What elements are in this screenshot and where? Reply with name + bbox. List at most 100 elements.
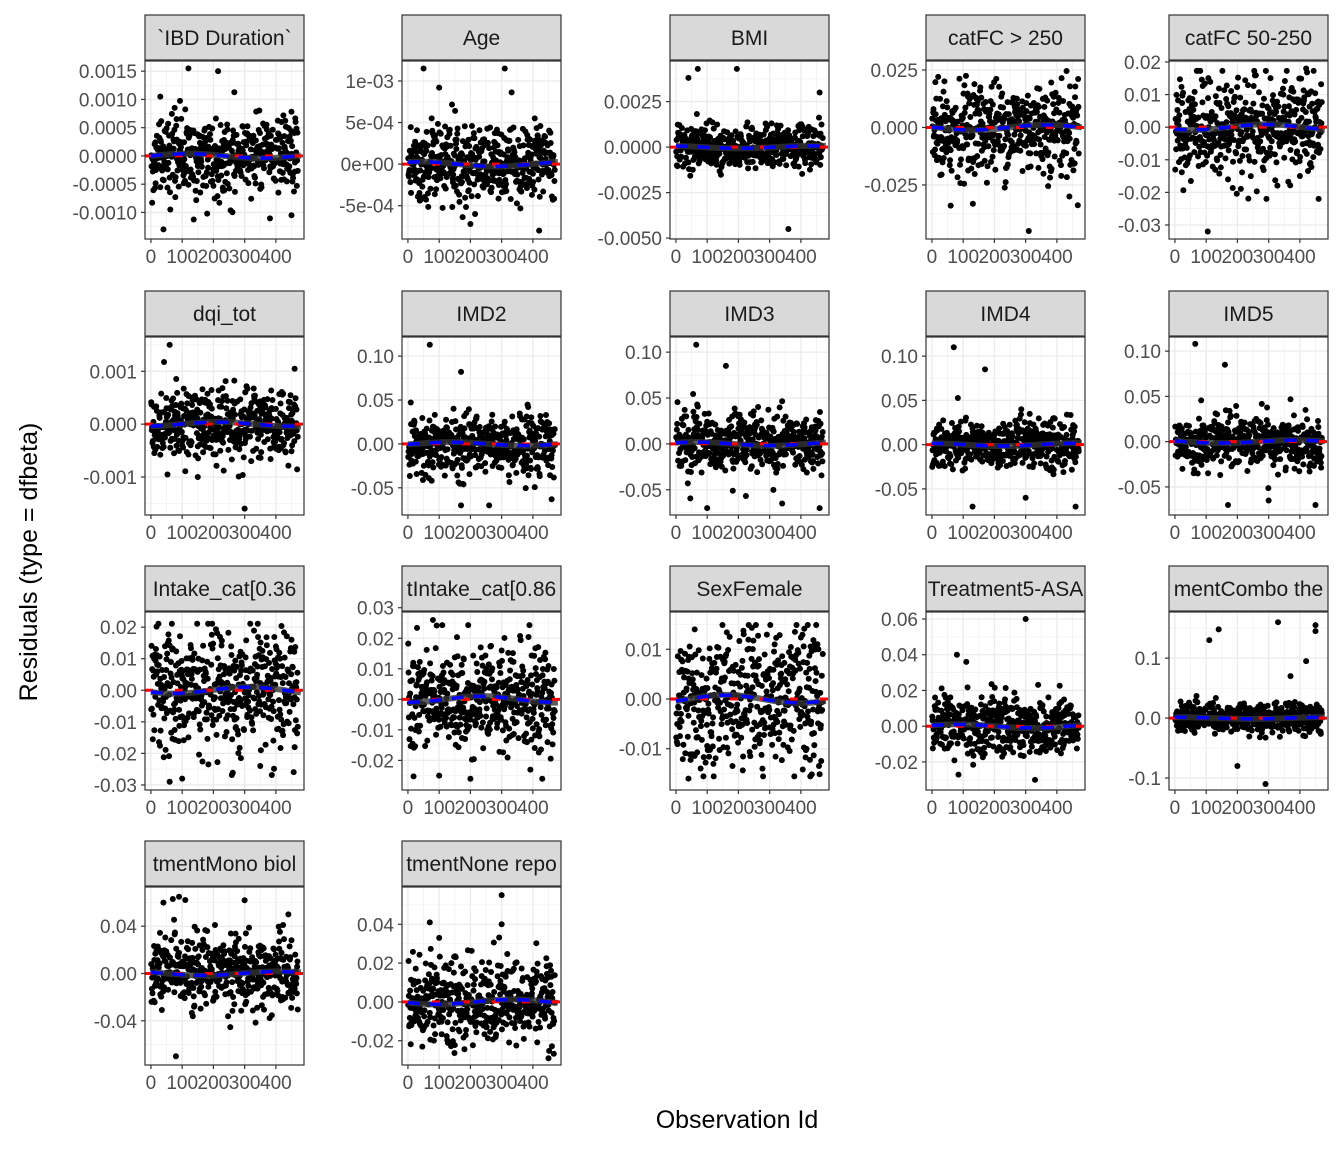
smooth-line — [150, 420, 301, 428]
facet-strip — [1168, 14, 1329, 61]
data-point — [802, 160, 809, 167]
data-point — [245, 180, 252, 187]
data-point — [413, 470, 420, 477]
facet-strip — [925, 290, 1086, 337]
data-point — [466, 143, 473, 150]
data-point — [525, 472, 532, 479]
data-point — [968, 165, 975, 172]
data-point — [730, 465, 737, 472]
data-point — [1039, 150, 1046, 157]
data-point — [954, 174, 961, 181]
data-point — [161, 358, 168, 365]
data-point — [774, 413, 781, 420]
data-point — [1218, 458, 1225, 465]
data-point — [508, 89, 515, 96]
data-point — [947, 453, 954, 460]
data-point — [208, 386, 215, 393]
data-point — [170, 395, 177, 402]
data-point — [167, 444, 174, 451]
data-point — [941, 78, 948, 85]
data-point — [810, 465, 817, 472]
data-point — [164, 184, 171, 191]
x-tick-label: 200 — [723, 247, 755, 268]
data-point — [244, 385, 251, 392]
outlier-point — [1066, 193, 1073, 200]
data-point — [420, 462, 427, 469]
data-point — [1230, 136, 1237, 143]
data-point — [219, 433, 226, 440]
outlier-point — [291, 365, 298, 372]
data-point — [701, 127, 708, 134]
y-tick-label: 0.02 — [1124, 53, 1161, 74]
data-point — [1226, 407, 1233, 414]
data-point — [291, 438, 298, 445]
data-point — [1026, 410, 1033, 417]
data-point — [763, 429, 770, 436]
data-point — [239, 471, 246, 478]
data-point — [454, 130, 461, 137]
data-point — [1179, 100, 1186, 107]
grid — [926, 337, 1085, 515]
data-point — [1014, 101, 1021, 108]
data-point — [1178, 83, 1185, 90]
data-point — [1027, 150, 1034, 157]
data-point — [217, 447, 224, 454]
data-point — [696, 420, 703, 427]
data-point — [288, 108, 295, 115]
data-point — [465, 187, 472, 194]
data-point — [1072, 453, 1079, 460]
data-point — [948, 461, 955, 468]
data-point — [808, 161, 815, 168]
data-point — [266, 215, 273, 222]
data-point — [551, 195, 558, 202]
data-point — [507, 195, 514, 202]
data-point — [256, 129, 263, 136]
data-point — [229, 209, 236, 216]
data-point — [987, 158, 994, 165]
facet-strip — [925, 14, 1086, 61]
data-point — [1273, 159, 1280, 166]
data-point — [551, 426, 558, 433]
data-point — [251, 412, 258, 419]
data-point — [1001, 184, 1008, 191]
data-point — [1265, 105, 1272, 112]
data-point — [468, 193, 475, 200]
data-point — [286, 163, 293, 170]
data-point — [1237, 185, 1244, 192]
data-point — [238, 173, 245, 180]
outlier-point — [1315, 195, 1322, 202]
data-point — [536, 433, 543, 440]
data-point — [200, 449, 207, 456]
outlier-point — [1022, 494, 1029, 501]
data-point — [743, 452, 750, 459]
outlier-point — [160, 226, 167, 233]
x-axis-title: Observation Id — [656, 1106, 819, 1134]
data-point — [454, 456, 461, 463]
data-point — [520, 448, 527, 455]
data-point — [992, 166, 999, 173]
outlier-point — [1204, 228, 1211, 235]
data-point — [818, 433, 825, 440]
data-point — [529, 170, 536, 177]
data-point — [962, 72, 969, 79]
data-point — [956, 75, 963, 82]
data-point — [214, 193, 221, 200]
y-tick-label: 0.0005 — [79, 119, 137, 140]
data-point — [282, 449, 289, 456]
data-point — [476, 423, 483, 430]
data-point — [419, 414, 426, 421]
data-point — [1212, 93, 1219, 100]
data-point — [287, 392, 294, 399]
data-point — [1255, 89, 1262, 96]
data-point — [268, 387, 275, 394]
y-tick-label: 0.025 — [870, 61, 918, 82]
data-point — [976, 110, 983, 117]
y-tick-label: -0.05 — [619, 481, 662, 502]
data-point — [1002, 136, 1009, 143]
data-point — [1227, 412, 1234, 419]
y-tick-label: -0.05 — [351, 479, 394, 500]
data-point — [1185, 422, 1192, 429]
data-point — [1011, 131, 1018, 138]
data-point — [248, 458, 255, 465]
data-point — [1017, 132, 1024, 139]
